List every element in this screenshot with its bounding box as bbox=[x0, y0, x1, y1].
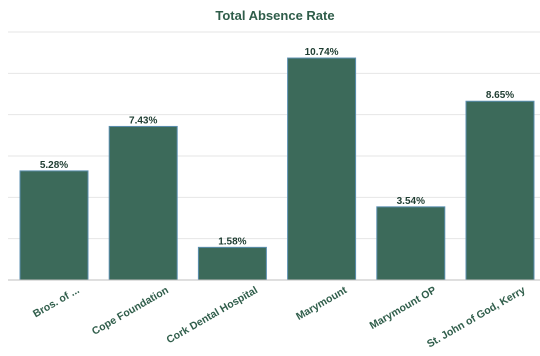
bar bbox=[108, 125, 178, 281]
bar bbox=[465, 100, 535, 281]
bar bbox=[19, 170, 89, 281]
x-tick-label: Marymount OP bbox=[368, 284, 439, 332]
data-label: 8.65% bbox=[486, 90, 514, 101]
bar bbox=[197, 246, 267, 281]
x-tick-label: Marymount bbox=[294, 284, 349, 323]
gridlines bbox=[8, 31, 540, 240]
data-label: 7.43% bbox=[129, 115, 157, 126]
data-labels: 5.28% 7.43% 1.58% 10.74% 3.54% 8.65% bbox=[40, 47, 514, 247]
x-tick-label: Cope Foundation bbox=[90, 284, 171, 338]
data-label: 3.54% bbox=[397, 196, 425, 207]
data-label: 10.74% bbox=[305, 47, 339, 58]
x-tick-label: St. John of God, Kerry bbox=[425, 284, 528, 350]
chart-title: Total Absence Rate bbox=[215, 8, 334, 23]
data-label: 5.28% bbox=[40, 160, 68, 171]
bar bbox=[376, 206, 446, 281]
data-label: 1.58% bbox=[218, 236, 246, 247]
bar bbox=[287, 57, 357, 281]
bars bbox=[19, 57, 535, 281]
x-tick-label: Bros. of ... bbox=[31, 284, 82, 320]
x-tick-label: Cork Dental Hospital bbox=[164, 284, 260, 346]
